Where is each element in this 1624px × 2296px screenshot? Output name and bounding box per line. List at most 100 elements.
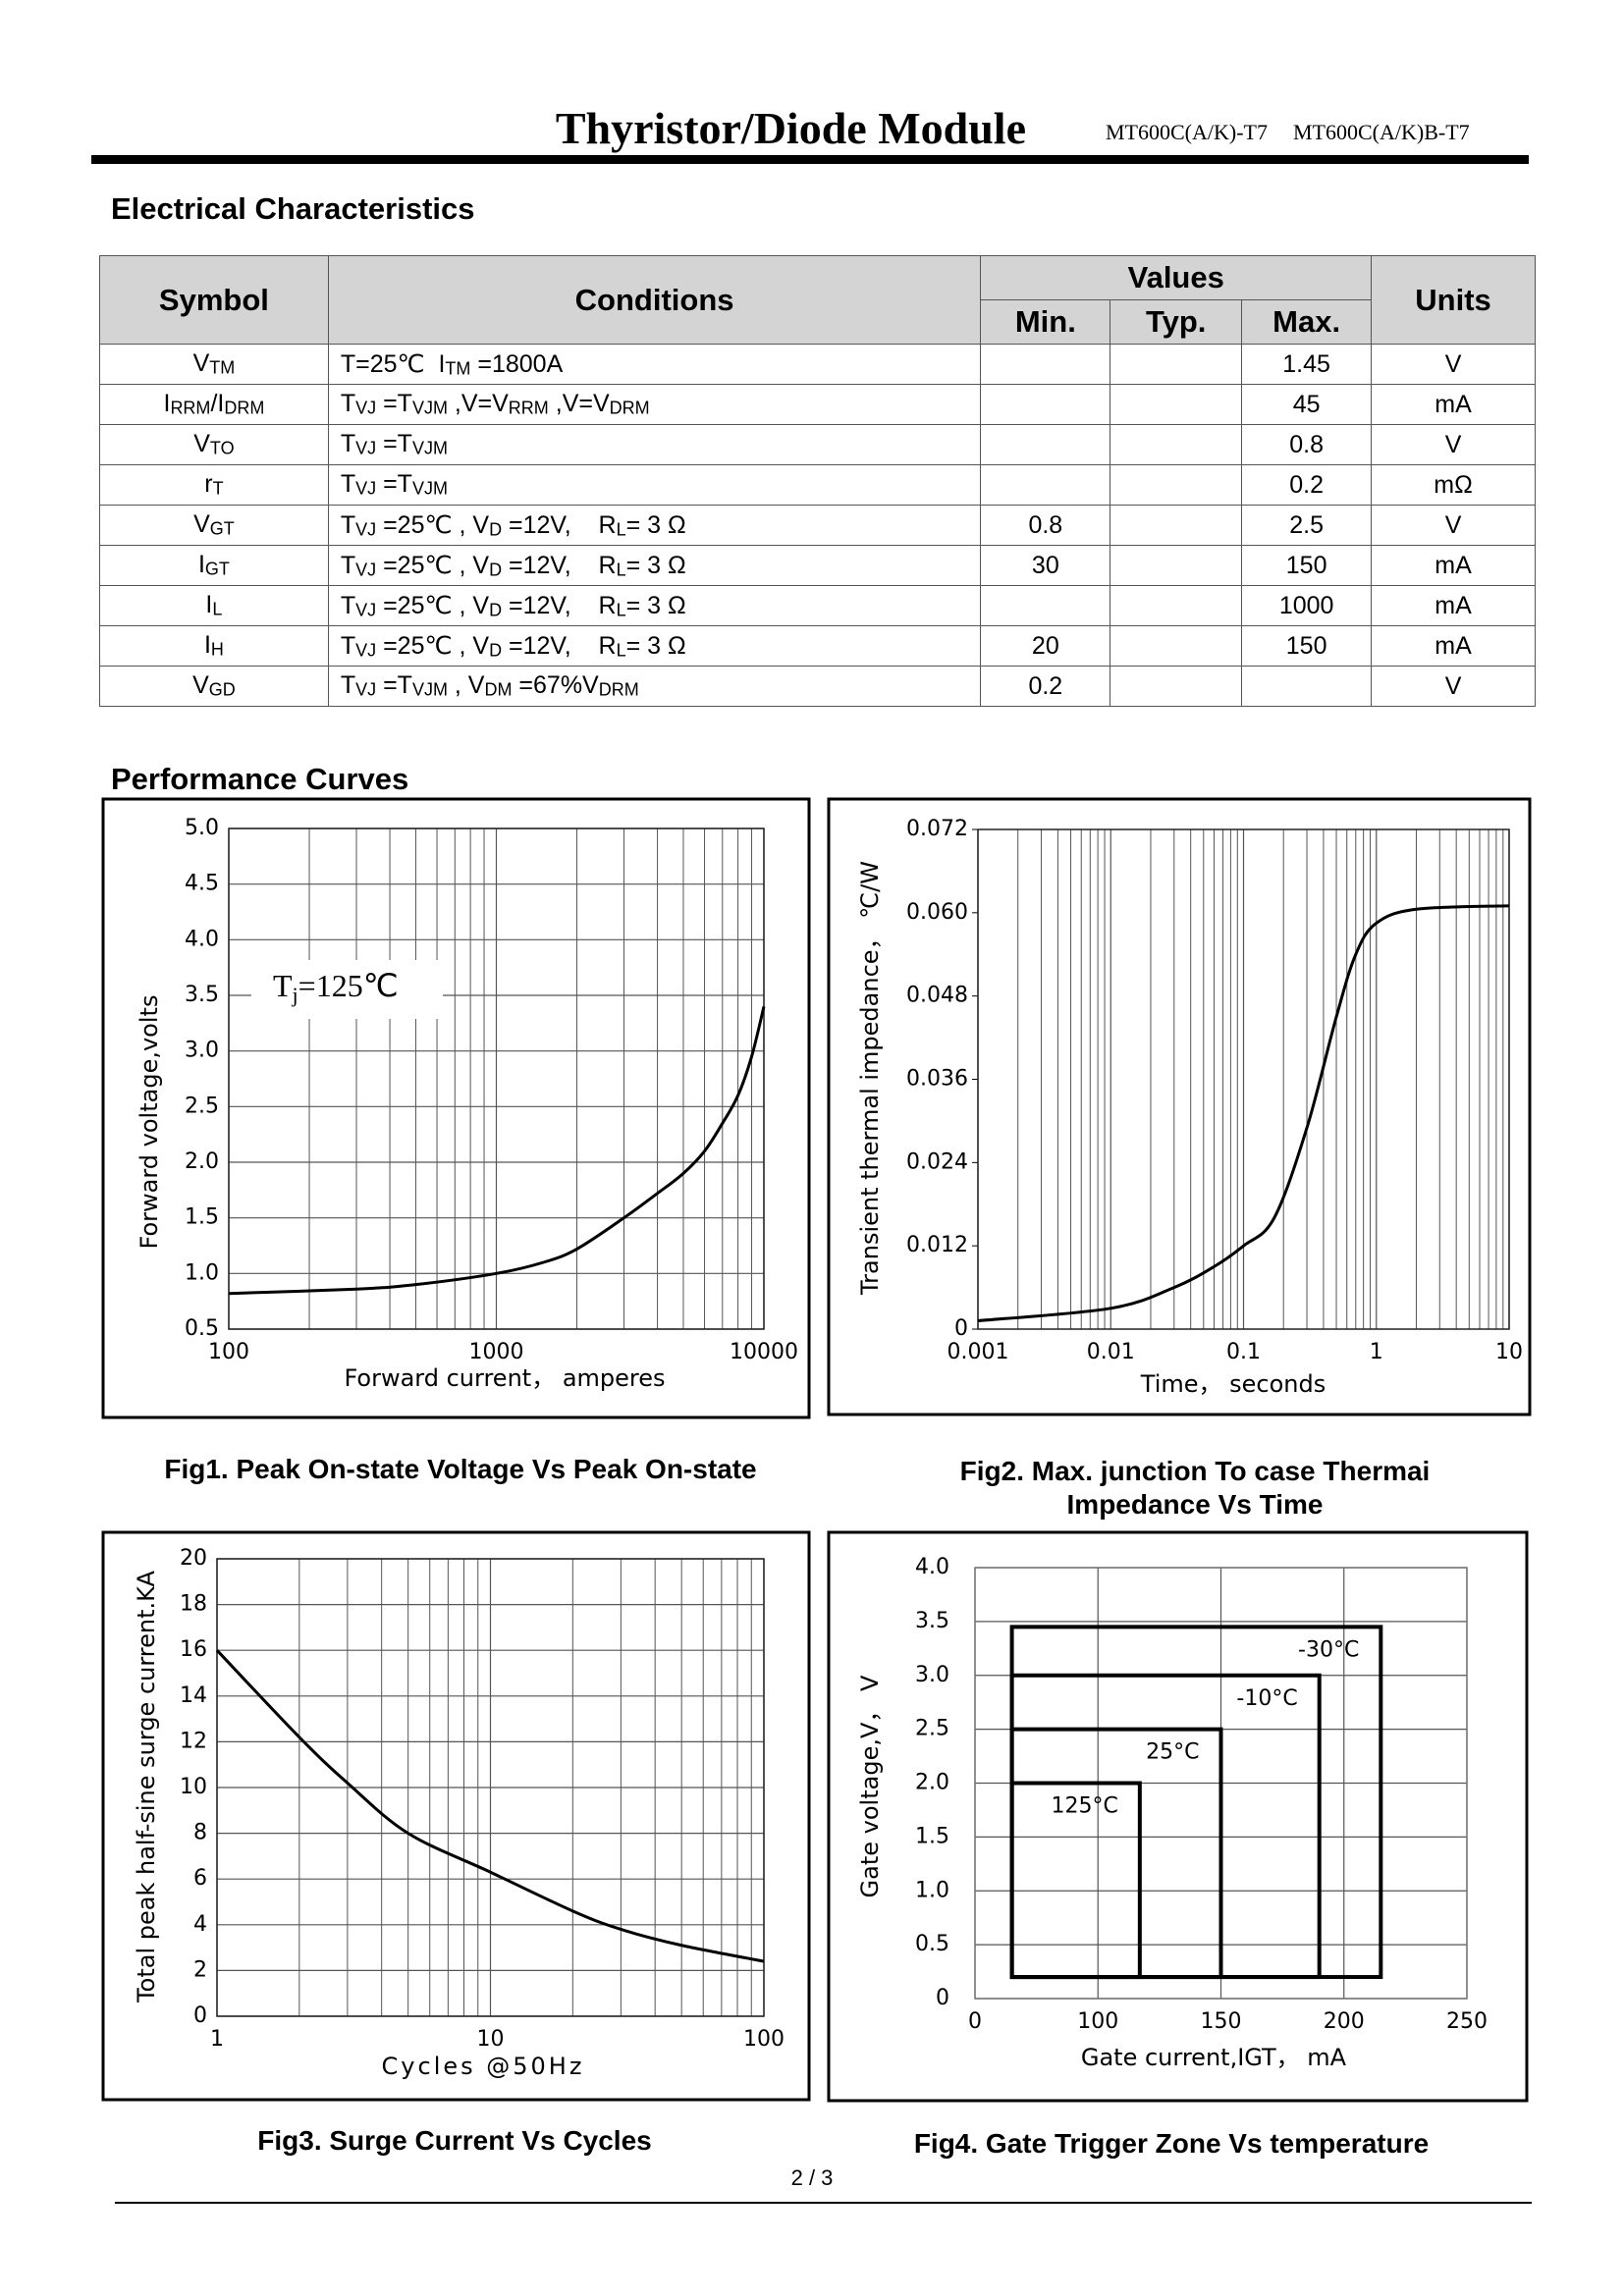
typ-cell (1110, 344, 1243, 385)
subscript: VJM (411, 478, 448, 499)
header-cell: Units (1371, 255, 1536, 345)
x-tick-label: 0.1 (1226, 1340, 1261, 1364)
table-row: IGT TVJ =25℃ , VD =12V, RL= 3 Ω 30 150 mA (99, 545, 1536, 586)
x-tick-label: 150 (1201, 2009, 1242, 2034)
value: 1000 (1278, 591, 1334, 619)
chart: 0.001 0.01 0.1 1 10 0 0.012 0.024 0.036 0.048 0.06… (827, 797, 1532, 1416)
subscript: RRM (170, 398, 211, 418)
section-title: Performance Curves (111, 762, 409, 796)
text: T (273, 968, 293, 1003)
y-tick-label: 3.5 (185, 983, 219, 1007)
y-tick-label: 20 (180, 1546, 207, 1571)
subscript: VJ (355, 478, 377, 499)
value: 150 (1285, 631, 1327, 660)
chart-box (827, 797, 1532, 1416)
x-tick-label: 100 (208, 1340, 249, 1364)
max-cell: 1.45 (1241, 344, 1373, 385)
x-axis-label: Forward current， amperes (344, 1364, 665, 1392)
zone-label: 25°C (1146, 1740, 1199, 1765)
symbol-cell: VTM (99, 344, 329, 385)
conditions-cell: TVJ =TVJM (327, 424, 982, 465)
min-cell: 30 (980, 545, 1111, 586)
typ-cell (1110, 625, 1243, 667)
text: I (197, 551, 205, 579)
subscript: L (616, 600, 626, 620)
subscript: VJ (355, 519, 377, 540)
subscript: VJ (355, 560, 377, 580)
typ-cell (1110, 384, 1243, 425)
text: =25℃ , V (376, 510, 490, 539)
text: I (163, 390, 171, 418)
text: V (192, 349, 210, 378)
text: , V (447, 671, 485, 700)
table-row: IH TVJ =25℃ , VD =12V, RL= 3 Ω 20 150 mA (99, 625, 1536, 667)
typ-cell (1110, 424, 1243, 465)
symbol-cell: VGT (99, 505, 329, 546)
text: T (340, 430, 356, 458)
zone-label: -30°C (1298, 1637, 1359, 1662)
subscript: GD (208, 679, 236, 700)
subscript: VJM (411, 679, 448, 700)
y-tick-label: 0 (954, 1316, 968, 1341)
doc-title: Thyristor/Diode Module (555, 103, 1026, 153)
y-tick-label: 14 (180, 1683, 207, 1708)
figure-caption: Fig1. Peak On-state Voltage Vs Peak On-s… (164, 1454, 757, 1484)
subscript: j (292, 983, 298, 1007)
value: 2.5 (1289, 510, 1324, 539)
x-tick-label: 1 (210, 2027, 224, 2052)
figure-caption: Fig4. Gate Trigger Zone Vs temperature (913, 2128, 1430, 2159)
value: 150 (1285, 551, 1327, 579)
units-cell: V (1371, 424, 1536, 465)
x-tick-label: 0 (968, 2009, 982, 2034)
x-tick-label: 100 (1077, 2009, 1118, 2034)
y-tick-label: 0.072 (906, 817, 968, 841)
symbol-cell: IH (99, 625, 329, 667)
text: =12V, R (502, 551, 617, 579)
units-cell: mA (1371, 625, 1536, 667)
text: =1800A (470, 349, 564, 378)
text: V (192, 671, 209, 700)
table-row: VTM T=25℃ ITM =1800A 1.45 V (99, 344, 1536, 385)
text: V (193, 430, 210, 458)
y-tick-label: 12 (180, 1729, 207, 1753)
max-cell: 150 (1241, 545, 1373, 586)
text: = 3 Ω (625, 591, 686, 619)
text: T=25℃ I (340, 349, 446, 378)
conditions-cell: TVJ =25℃ , VD =12V, RL= 3 Ω (327, 505, 982, 546)
text: T (340, 390, 356, 418)
subscript: VJ (355, 438, 377, 458)
trigger-zone (1009, 1781, 1142, 1980)
units-cell: mA (1371, 384, 1536, 425)
curve (228, 1005, 766, 1296)
text: =12V, R (502, 591, 617, 619)
conditions-cell: TVJ =TVJM , VDM =67%VDRM (327, 666, 982, 707)
y-tick-label: 0 (193, 2003, 207, 2028)
max-cell (1241, 666, 1373, 707)
annotation: Tj=125℃ (273, 968, 399, 1007)
text: = 3 Ω (625, 510, 686, 539)
y-tick-label: 4.5 (185, 872, 219, 896)
text: =12V, R (502, 631, 617, 660)
units-cell: V (1371, 666, 1536, 707)
max-cell: 45 (1241, 384, 1373, 425)
min-cell (980, 344, 1111, 385)
conditions-cell: T=25℃ ITM =1800A (327, 344, 982, 385)
y-tick-label: 2.0 (915, 1771, 949, 1795)
spec-table: Symbol Conditions Values Units Min. Typ. Max.… (99, 255, 1536, 707)
text: =67%V (512, 671, 599, 700)
value: 45 (1292, 390, 1321, 418)
min-cell (980, 424, 1111, 465)
table-row: VTO TVJ =TVJM 0.8 V (99, 424, 1536, 465)
subscript: DRM (609, 398, 650, 418)
text: =25℃ , V (376, 551, 490, 579)
y-tick-label: 1.5 (185, 1205, 219, 1230)
y-tick-label: 2.5 (915, 1717, 949, 1741)
y-tick-label: 1.0 (915, 1878, 949, 1902)
x-tick-label: 1000 (469, 1340, 524, 1364)
symbol-cell: IGT (99, 545, 329, 586)
text: =25℃ , V (376, 591, 490, 619)
page-number: 2 / 3 (790, 2165, 834, 2190)
trigger-zone (1009, 1673, 1322, 1980)
x-tick-label: 10000 (730, 1340, 798, 1364)
y-tick-label: 0 (936, 1986, 949, 2010)
